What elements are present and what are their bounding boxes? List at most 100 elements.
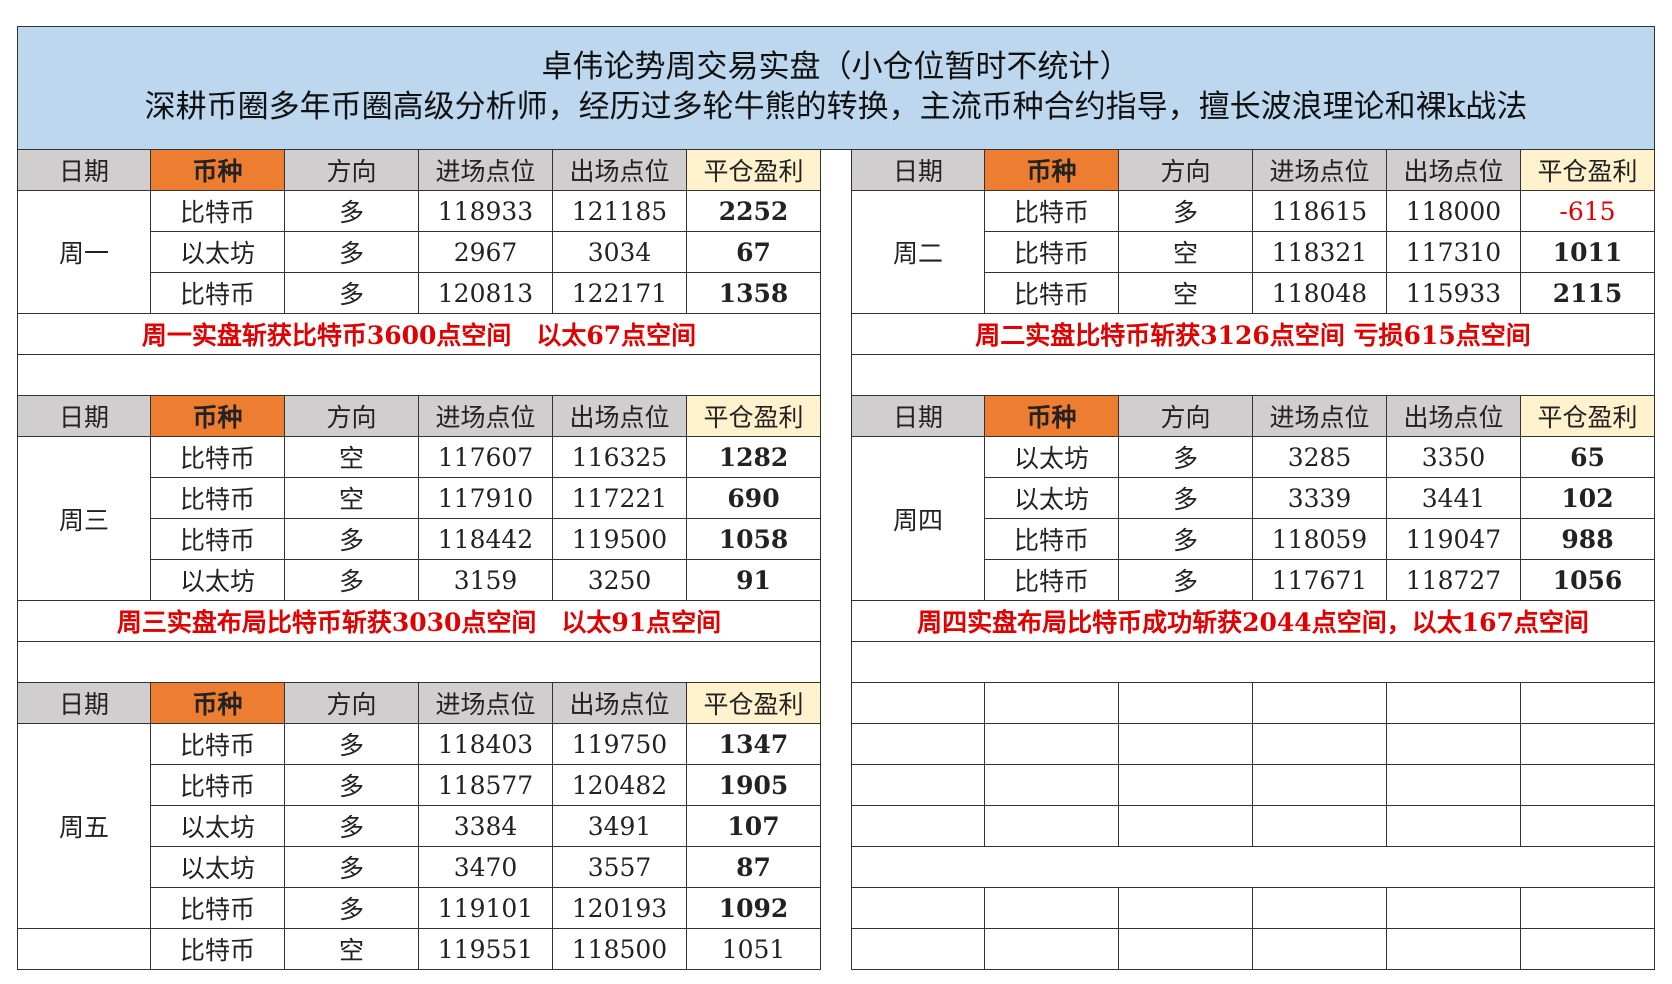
header-cell: 日期 xyxy=(17,396,151,437)
empty-cell xyxy=(851,929,985,970)
header-cell: 币种 xyxy=(151,396,285,437)
empty-cell xyxy=(985,765,1119,806)
entry-cell: 3285 xyxy=(1253,437,1387,478)
exit-cell: 120193 xyxy=(553,888,687,929)
direction-cell: 多 xyxy=(285,519,419,560)
profit-cell: 67 xyxy=(687,232,821,273)
title: 卓伟论势周交易实盘（小仓位暂时不统计） xyxy=(541,49,1131,85)
coin-cell: 以太坊 xyxy=(985,478,1119,519)
empty-cell xyxy=(1253,888,1387,929)
exit-cell: 3034 xyxy=(553,232,687,273)
coin-cell: 比特币 xyxy=(985,560,1119,601)
exit-cell: 3350 xyxy=(1387,437,1521,478)
empty-cell xyxy=(1387,929,1521,970)
day-cell xyxy=(17,929,151,970)
direction-cell: 多 xyxy=(1119,478,1253,519)
direction-cell: 空 xyxy=(285,929,419,970)
empty-cell xyxy=(1253,683,1387,724)
exit-cell: 118500 xyxy=(553,929,687,970)
entry-cell: 118933 xyxy=(419,191,553,232)
direction-cell: 多 xyxy=(285,806,419,847)
day-cell: 周三 xyxy=(17,437,151,601)
entry-cell: 3339 xyxy=(1253,478,1387,519)
exit-cell: 115933 xyxy=(1387,273,1521,314)
direction-cell: 多 xyxy=(285,888,419,929)
coin-cell: 比特币 xyxy=(151,724,285,765)
day-cell: 周一 xyxy=(17,191,151,314)
header-cell: 方向 xyxy=(1119,150,1253,191)
empty-cell xyxy=(851,888,985,929)
empty-cell xyxy=(1387,765,1521,806)
blank-row xyxy=(851,642,1655,683)
header-cell: 平仓盈利 xyxy=(687,150,821,191)
exit-cell: 3491 xyxy=(553,806,687,847)
day-cell: 周五 xyxy=(17,724,151,929)
profit-cell: 102 xyxy=(1521,478,1655,519)
coin-cell: 比特币 xyxy=(151,478,285,519)
exit-cell: 118727 xyxy=(1387,560,1521,601)
empty-cell xyxy=(985,888,1119,929)
entry-cell: 117607 xyxy=(419,437,553,478)
coin-cell: 比特币 xyxy=(985,273,1119,314)
profit-cell: 107 xyxy=(687,806,821,847)
direction-cell: 多 xyxy=(1119,560,1253,601)
header-cell: 币种 xyxy=(151,150,285,191)
empty-cell xyxy=(1387,888,1521,929)
day-cell: 周四 xyxy=(851,437,985,601)
empty-cell xyxy=(1253,806,1387,847)
empty-cell xyxy=(1387,724,1521,765)
exit-cell: 118000 xyxy=(1387,191,1521,232)
header-cell: 日期 xyxy=(17,150,151,191)
day-cell: 周二 xyxy=(851,191,985,314)
empty-cell xyxy=(1119,929,1253,970)
direction-cell: 空 xyxy=(1119,273,1253,314)
summary-cell: 周四实盘布局比特币成功斩获2044点空间，以太167点空间 xyxy=(851,601,1655,642)
profit-cell: 1092 xyxy=(687,888,821,929)
coin-cell: 比特币 xyxy=(151,273,285,314)
profit-cell: 1347 xyxy=(687,724,821,765)
profit-cell: 1905 xyxy=(687,765,821,806)
empty-cell xyxy=(851,683,985,724)
header-cell: 币种 xyxy=(151,683,285,724)
header-cell: 平仓盈利 xyxy=(1521,396,1655,437)
exit-cell: 120482 xyxy=(553,765,687,806)
exit-cell: 119047 xyxy=(1387,519,1521,560)
empty-cell xyxy=(1521,683,1655,724)
header-cell: 平仓盈利 xyxy=(1521,150,1655,191)
profit-cell: 91 xyxy=(687,560,821,601)
empty-cell xyxy=(1253,765,1387,806)
direction-cell: 多 xyxy=(285,191,419,232)
entry-cell: 117910 xyxy=(419,478,553,519)
header-cell: 方向 xyxy=(285,150,419,191)
profit-cell: 1011 xyxy=(1521,232,1655,273)
coin-cell: 比特币 xyxy=(151,437,285,478)
coin-cell: 以太坊 xyxy=(151,232,285,273)
empty-cell xyxy=(1119,683,1253,724)
coin-cell: 比特币 xyxy=(151,888,285,929)
exit-cell: 117221 xyxy=(553,478,687,519)
coin-cell: 比特币 xyxy=(985,519,1119,560)
title-box: 卓伟论势周交易实盘（小仓位暂时不统计） 深耕币圈多年币圈高级分析师，经历过多轮牛… xyxy=(17,26,1655,150)
empty-cell xyxy=(1521,806,1655,847)
direction-cell: 多 xyxy=(285,273,419,314)
empty-cell xyxy=(985,806,1119,847)
profit-cell: 1058 xyxy=(687,519,821,560)
direction-cell: 空 xyxy=(1119,232,1253,273)
header-cell: 日期 xyxy=(851,150,985,191)
header-cell: 日期 xyxy=(851,396,985,437)
coin-cell: 比特币 xyxy=(151,765,285,806)
coin-cell: 以太坊 xyxy=(985,437,1119,478)
empty-cell xyxy=(851,724,985,765)
exit-cell: 122171 xyxy=(553,273,687,314)
empty-cell xyxy=(1119,888,1253,929)
direction-cell: 多 xyxy=(1119,191,1253,232)
entry-cell: 118321 xyxy=(1253,232,1387,273)
coin-cell: 比特币 xyxy=(151,519,285,560)
direction-cell: 空 xyxy=(285,437,419,478)
header-cell: 日期 xyxy=(17,683,151,724)
direction-cell: 多 xyxy=(285,847,419,888)
coin-cell: 比特币 xyxy=(985,232,1119,273)
empty-cell xyxy=(1119,806,1253,847)
header-cell: 进场点位 xyxy=(1253,150,1387,191)
exit-cell: 119500 xyxy=(553,519,687,560)
